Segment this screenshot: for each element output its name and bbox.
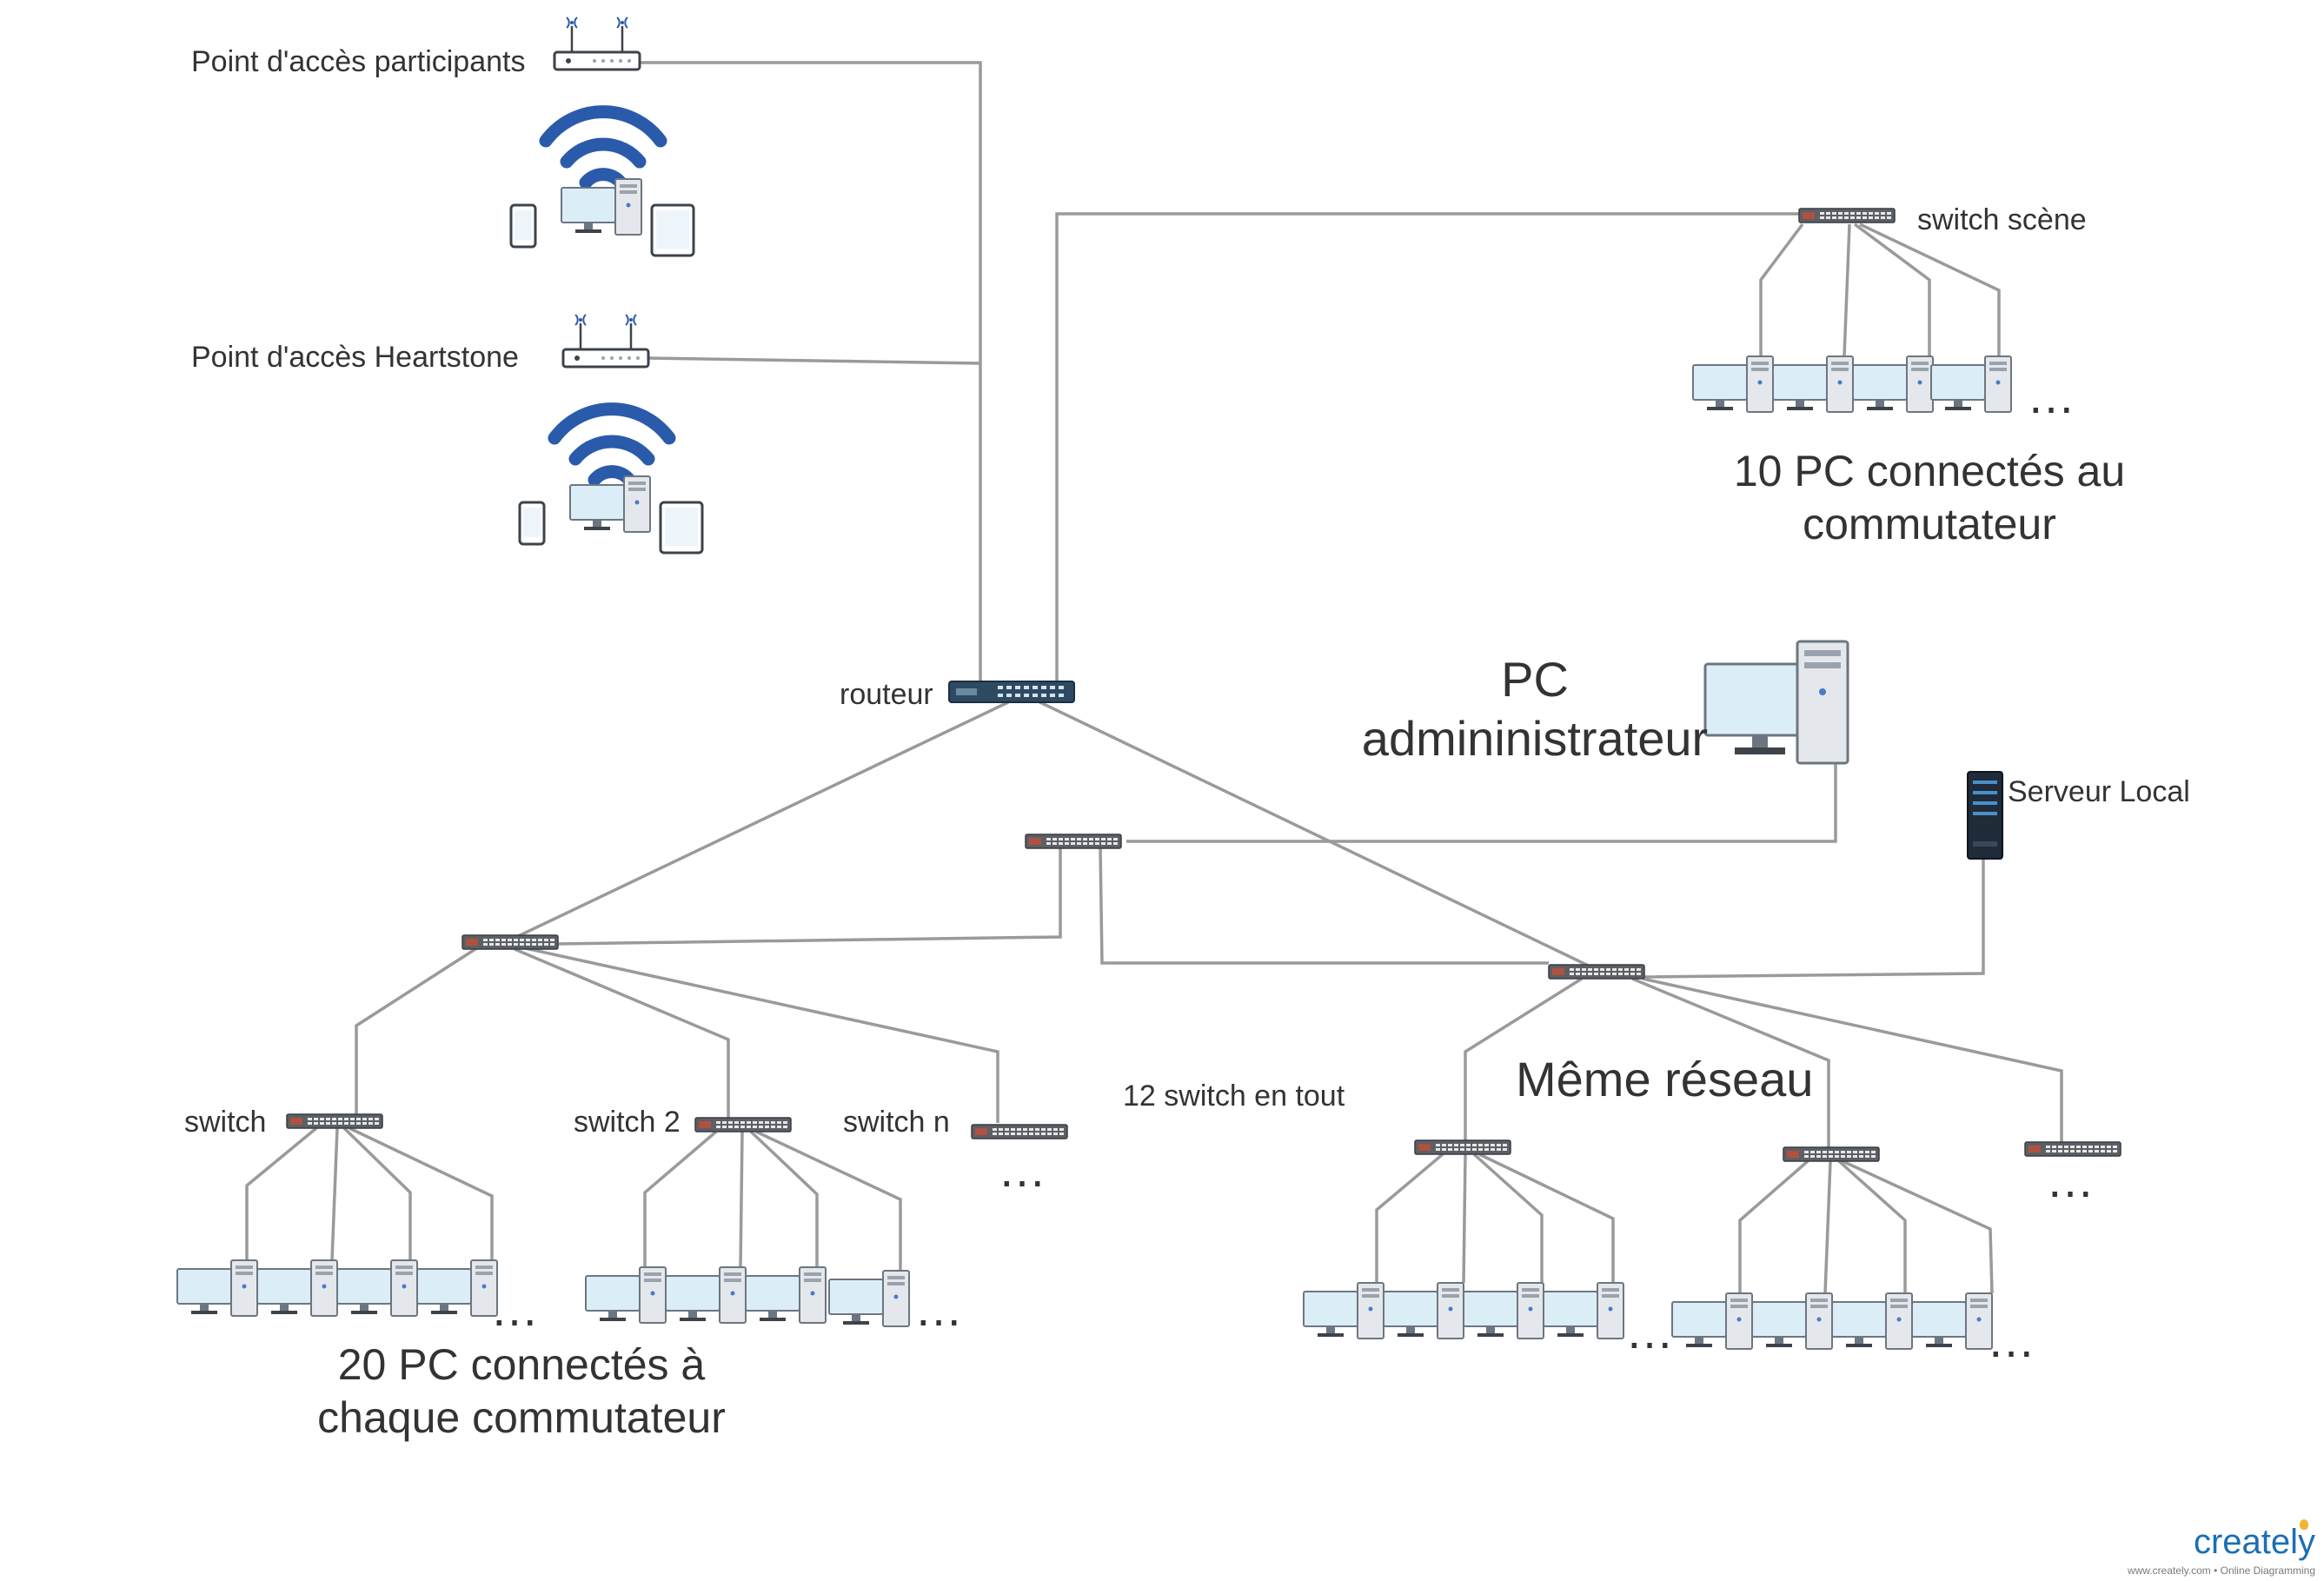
logo-tagline: www.creately.com • Online Diagramming [2127, 1564, 2315, 1577]
label-switch-n: switch n [843, 1106, 950, 1139]
access-point-icon [561, 313, 650, 369]
label-same-network: Même réseau [1516, 1052, 1814, 1106]
server-icon [1967, 771, 2003, 860]
desktop-pc-icon [828, 1270, 910, 1327]
tablet-icon [659, 501, 704, 555]
logo-wordmark: creately [2193, 1523, 2315, 1561]
label-server: Serveur Local [2008, 775, 2190, 808]
ellipsis-right-b-pcs: … [1987, 1312, 2039, 1367]
switch-icon [1798, 208, 1896, 223]
desktop-pc-icon [176, 1259, 258, 1317]
desktop-pc-icon [585, 1266, 667, 1324]
desktop-pc-icon [569, 475, 651, 533]
desktop-pc-icon [416, 1259, 498, 1317]
ellipsis-switch-2-pcs: … [914, 1281, 966, 1336]
desktop-pc-icon [1543, 1282, 1624, 1339]
desktop-pc-icon [336, 1259, 418, 1317]
desktop-pc-icon [1911, 1292, 1993, 1350]
desktop-pc-icon [1463, 1282, 1544, 1339]
switch-icon [971, 1124, 1068, 1139]
ellipsis-scene: … [2027, 369, 2079, 423]
lightbulb-icon [2300, 1519, 2308, 1530]
label-switch-total: 12 switch en tout [1123, 1079, 1345, 1113]
smartphone-icon [509, 203, 537, 249]
creately-logo: creately www.creately.com • Online Diagr… [2121, 1519, 2321, 1580]
ellipsis-switch-1-pcs: … [490, 1281, 542, 1336]
switch-icon [1414, 1139, 1511, 1155]
wifi-icon [546, 112, 661, 183]
desktop-pc-icon [1831, 1292, 1913, 1350]
label-switch-2: switch 2 [574, 1106, 681, 1139]
ellipsis-right-a-pcs: … [1625, 1304, 1677, 1358]
tablet-icon [650, 203, 695, 257]
desktop-pc-icon [1692, 355, 1774, 413]
desktop-pc-icon [1383, 1282, 1464, 1339]
label-ap-heartstone: Point d'accès Heartstone [191, 341, 519, 374]
label-router: routeur [840, 678, 933, 711]
desktop-pc-icon [1772, 355, 1854, 413]
desktop-pc-icon [745, 1266, 827, 1324]
desktop-pc-icon [561, 178, 642, 236]
switch-icon [1783, 1146, 1880, 1162]
network-links [245, 61, 2063, 1294]
wifi-icon [554, 409, 669, 480]
desktop-pc-icon [1852, 355, 1934, 413]
switch-icon [1025, 834, 1122, 849]
desktop-pc-icon [256, 1259, 338, 1317]
ellipsis-switch-n: … [998, 1142, 1050, 1197]
switch-icon [1548, 964, 1645, 980]
desktop-pc-icon [1303, 1282, 1384, 1339]
desktop-pc-icon [1703, 640, 1849, 765]
ellipsis-right-switches: … [2046, 1153, 2098, 1207]
switch-icon [461, 934, 559, 950]
switch-icon [694, 1117, 792, 1133]
access-point-icon [553, 16, 641, 71]
label-admin-pc: PC admininistrateur [1361, 652, 1709, 767]
desktop-pc-icon [665, 1266, 747, 1324]
desktop-pc-icon [1751, 1292, 1833, 1350]
label-switch-scene: switch scène [1917, 203, 2087, 236]
label-scene-pcs: 10 PC connectés au commutateur [1733, 447, 2126, 548]
desktop-pc-icon [1930, 355, 2012, 413]
label-pcs-per-switch: 20 PC connectés à chaque commutateur [317, 1340, 726, 1442]
desktop-pc-icon [1671, 1292, 1753, 1350]
switch-icon [286, 1113, 383, 1129]
smartphone-icon [518, 501, 546, 546]
router-icon [948, 681, 1075, 703]
label-switch-1: switch [184, 1106, 267, 1139]
label-ap-participants: Point d'accès participants [191, 45, 526, 78]
